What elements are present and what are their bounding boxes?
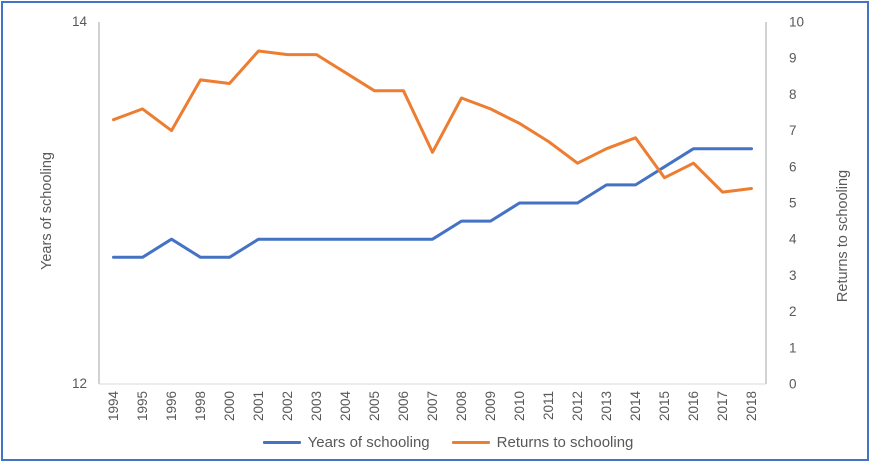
chart-legend: Years of schooling Returns to schooling <box>0 434 870 451</box>
x-axis-tick-label: 2004 <box>338 391 353 422</box>
legend-label: Returns to schooling <box>496 434 634 451</box>
x-axis-tick-label: 1995 <box>135 391 150 421</box>
left-axis-title: Years of schooling <box>39 152 55 270</box>
x-axis-tick-label: 2002 <box>280 391 295 421</box>
legend-item-returns-to-schooling[interactable]: Returns to schooling <box>451 434 634 451</box>
x-axis-tick-label: 1998 <box>193 391 208 421</box>
legend-line-swatch-orange <box>451 441 490 444</box>
x-axis-tick-label: 2006 <box>396 391 411 421</box>
x-axis-tick-label: 2014 <box>628 391 643 422</box>
x-axis-tick-label: 2013 <box>599 391 614 421</box>
right-axis-tick-label: 5 <box>789 196 797 211</box>
x-axis-tick-label: 2007 <box>425 391 440 421</box>
right-axis-tick-label: 0 <box>789 377 797 392</box>
series-line-years-of-schooling[interactable] <box>112 147 753 259</box>
legend-item-years-of-schooling[interactable]: Years of schooling <box>262 434 430 451</box>
x-axis-tick-label: 2003 <box>309 391 324 421</box>
x-axis-tick-label: 2005 <box>367 391 382 421</box>
x-axis-tick-label: 1996 <box>164 391 179 421</box>
x-axis-tick-label: 2008 <box>454 391 469 421</box>
x-axis-tick-label: 2018 <box>744 391 759 421</box>
x-axis-tick-label: 2010 <box>512 391 527 421</box>
right-axis-tick-label: 3 <box>789 268 797 283</box>
x-axis-tick-label: 2012 <box>570 391 585 421</box>
right-axis-tick-label: 7 <box>789 123 797 138</box>
x-axis-tick-label: 2009 <box>483 391 498 421</box>
x-axis-tick-label: 2000 <box>222 391 237 421</box>
right-axis-tick-label: 2 <box>789 304 797 319</box>
right-axis-tick-label: 8 <box>789 87 797 102</box>
right-axis-tick-label: 9 <box>789 51 797 66</box>
x-axis-tick-label: 2017 <box>715 391 730 421</box>
legend-line-swatch-blue <box>262 441 301 444</box>
right-axis-tick-label: 10 <box>789 15 804 30</box>
right-axis-title: Returns to schooling <box>835 169 851 303</box>
x-axis-tick-label: 2001 <box>251 391 266 421</box>
x-axis-tick-label: 2015 <box>657 391 672 421</box>
right-axis-tick-label: 6 <box>789 159 797 174</box>
legend-label: Years of schooling <box>307 434 430 451</box>
series-line-returns-to-schooling[interactable] <box>112 49 753 194</box>
right-axis-tick-label: 4 <box>789 232 797 247</box>
right-axis-tick-label: 1 <box>789 340 797 355</box>
left-axis-tick-label: 14 <box>72 14 88 29</box>
left-axis-tick-label: 12 <box>72 376 87 391</box>
x-axis-tick-label: 2011 <box>541 391 556 420</box>
x-axis-tick-label: 1994 <box>106 391 121 422</box>
x-axis-tick-label: 2016 <box>686 391 701 421</box>
